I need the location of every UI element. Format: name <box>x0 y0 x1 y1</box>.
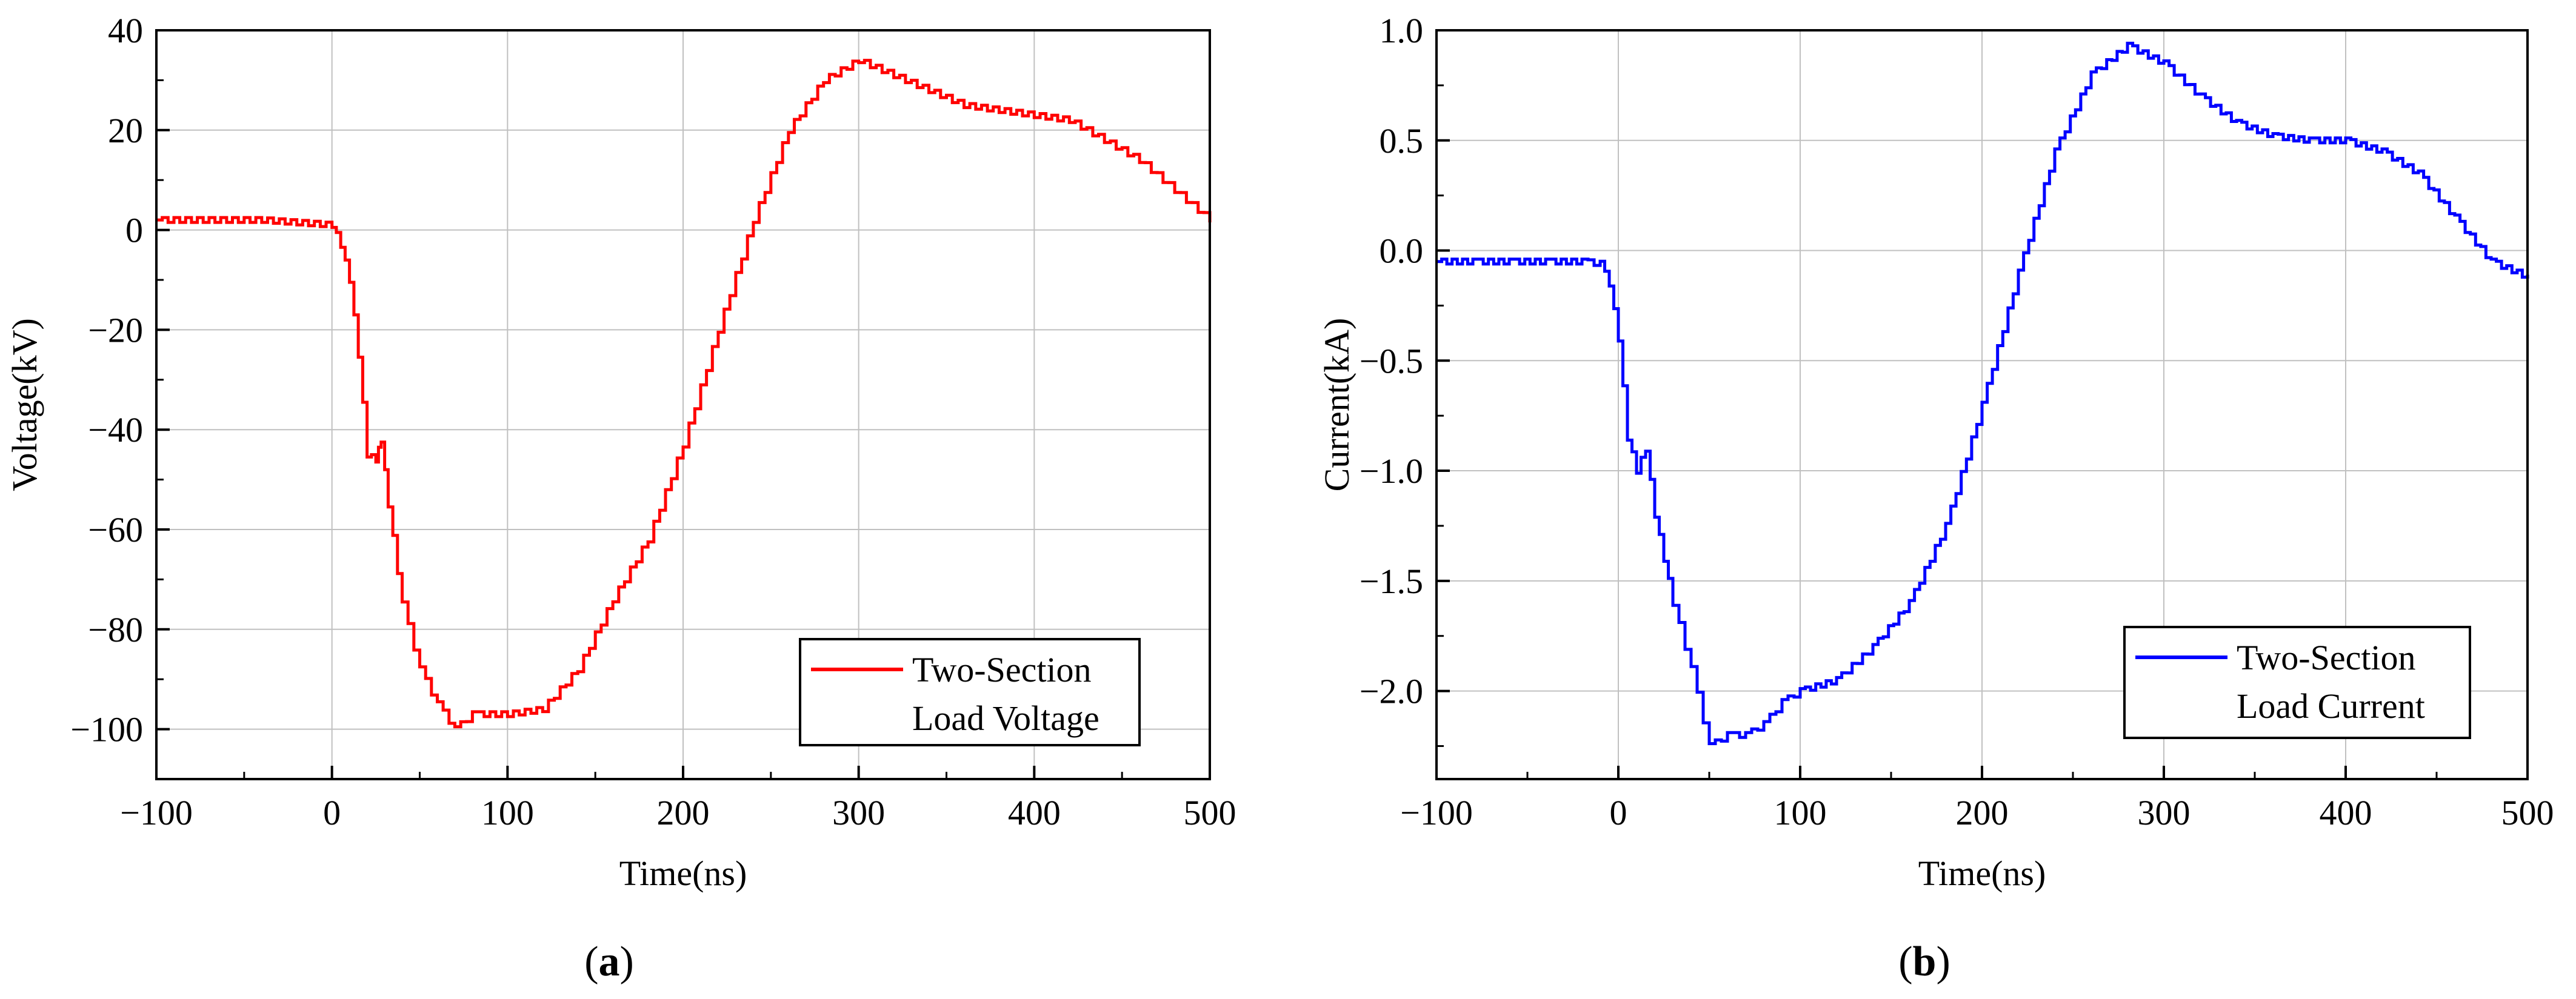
series-line-a-0 <box>156 59 1212 729</box>
x-tick-label: −100 <box>1400 793 1473 832</box>
x-tick-label: 500 <box>1184 793 1236 832</box>
y-axis-title: Current(kA) <box>1317 318 1356 492</box>
chart-panel-a: −100 0 100 200 300 400 500 −100 −80 −60 −40 −20 0 20 4… <box>5 11 1236 985</box>
y-tick-label: −0.5 <box>1360 341 1423 380</box>
panel-caption: (a) <box>584 938 634 985</box>
x-tick-label: 400 <box>1008 793 1061 832</box>
series-line-b-0 <box>1436 41 2529 745</box>
y-tick-label: 20 <box>108 111 143 150</box>
x-tick-label: 100 <box>481 793 534 832</box>
y-tick-label: 1.0 <box>1380 11 1424 50</box>
y-tick-label: 0 <box>125 211 143 250</box>
legend: Two-Section Load Voltage <box>799 638 1141 746</box>
legend-label-line1: Two-Section <box>912 650 1092 689</box>
x-tick-label: 0 <box>1610 793 1627 832</box>
y-tick-label: −1.5 <box>1360 562 1423 601</box>
x-tick-label: 300 <box>2138 793 2191 832</box>
x-tick-label: −100 <box>120 793 193 832</box>
y-tick-label: 0.0 <box>1380 231 1424 271</box>
legend-box <box>2123 626 2471 739</box>
y-tick-label: −80 <box>88 610 143 649</box>
y-axis-title: Voltage(kV) <box>5 318 44 491</box>
y-tick-label: −100 <box>70 710 143 749</box>
y-tick-label: −20 <box>88 310 143 350</box>
x-tick-label: 0 <box>323 793 341 832</box>
panel-caption: (b) <box>1898 938 1950 985</box>
y-tick-label: −60 <box>88 510 143 549</box>
chart-panel-b: −100 0 100 200 300 400 500 −2.0 −1.5 −1.0 −0.5 0.0 0… <box>1317 11 2554 985</box>
x-tick-label: 500 <box>2501 793 2554 832</box>
y-tick-label: −40 <box>88 410 143 450</box>
legend-label-line2: Load Voltage <box>912 699 1099 738</box>
legend-box <box>799 638 1141 746</box>
legend-label-line2: Load Current <box>2237 686 2425 726</box>
x-tick-label: 400 <box>2320 793 2372 832</box>
x-axis-title: Time(ns) <box>619 854 747 893</box>
x-tick-label: 300 <box>832 793 885 832</box>
y-tick-label: 40 <box>108 11 143 50</box>
x-axis-title: Time(ns) <box>1918 854 2046 893</box>
x-tick-label: 200 <box>657 793 710 832</box>
y-tick-label: −1.0 <box>1360 451 1423 491</box>
legend-label-line1: Two-Section <box>2237 638 2416 677</box>
y-tick-label: 0.5 <box>1380 121 1424 161</box>
x-tick-label: 200 <box>1956 793 2009 832</box>
legend: Two-Section Load Current <box>2123 626 2471 739</box>
y-tick-label: −2.0 <box>1360 672 1423 711</box>
x-tick-label: 100 <box>1774 793 1827 832</box>
